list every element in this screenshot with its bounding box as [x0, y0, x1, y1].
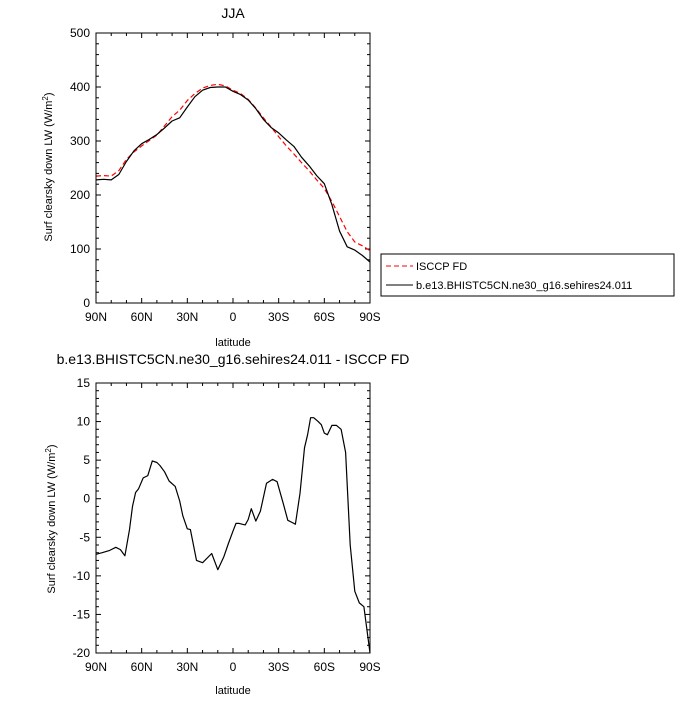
top-panel-x-tick-label: 30N: [176, 310, 198, 324]
top-panel-y-axis-label-sup: 2: [41, 96, 50, 101]
top-panel-title: JJA: [221, 5, 245, 21]
top-panel: JJA latitude Surf clearsky down LW (W/m2…: [41, 5, 381, 349]
bottom-panel-y-tick-label: 10: [77, 415, 91, 429]
bottom-panel-x-tick-label: 60N: [131, 660, 153, 674]
top-panel-x-tick-label: 90S: [359, 310, 380, 324]
bottom-panel-x-tick-label: 90S: [359, 660, 380, 674]
top-panel-series-line-0: [95, 83, 371, 252]
top-panel-y-tick-label: 500: [70, 26, 90, 40]
top-panel-y-tick-label: 400: [70, 80, 90, 94]
top-panel-series: [95, 83, 371, 263]
bottom-panel-x-tick-label: 60S: [314, 660, 335, 674]
bottom-panel-x-axis-label: latitude: [215, 685, 250, 697]
top-panel-y-axis-label-main: Surf clearsky down LW (W/m: [43, 101, 55, 242]
legend-label-model: b.e13.BHISTC5CN.ne30_g16.sehires24.011: [416, 280, 632, 292]
top-panel-y-tick-label: 200: [70, 188, 90, 202]
bottom-panel-y-axis-label: Surf clearsky down LW (W/m2): [44, 444, 59, 593]
top-panel-x-axis-label: latitude: [215, 337, 250, 349]
bottom-panel-y-tick-label: -20: [73, 646, 91, 660]
bottom-panel-x-tick-label: 30N: [176, 660, 198, 674]
top-panel-frame: [95, 32, 371, 304]
top-panel-y-tick-label: 0: [83, 296, 90, 310]
bottom-panel-series-line-0: [95, 417, 371, 654]
bottom-panel-frame: [95, 382, 371, 654]
top-panel-x-tick-label: 60S: [314, 310, 335, 324]
bottom-panel-y-tick-label: 5: [83, 453, 90, 467]
bottom-panel-x-tick-label: 0: [230, 660, 237, 674]
top-panel-series-line-1: [95, 86, 371, 263]
top-panel-x-tick-label: 90N: [85, 310, 107, 324]
bottom-panel-y-tick-label: -10: [73, 569, 91, 583]
bottom-panel-y-tick-label: 15: [77, 376, 91, 390]
bottom-panel: b.e13.BHISTC5CN.ne30_g16.sehires24.011 -…: [44, 351, 410, 697]
top-panel-x-tick-label: 60N: [131, 310, 153, 324]
bottom-panel-y-tick-label: 0: [83, 492, 90, 506]
legend-box: [380, 253, 675, 297]
top-panel-y-tick-label: 300: [70, 134, 90, 148]
bottom-panel-ticks: -20 -15 -10 -5 0 5 10 15 90N 60N 30N 0 30S 60S 90S: [73, 376, 381, 674]
top-panel-ticks: 0 100 200 300 400 500 90N 60N 30N 0 30S 60S 90S: [70, 26, 381, 324]
bottom-panel-y-axis-label-main: Surf clearsky down LW (W/m: [46, 453, 58, 594]
top-panel-x-tick-label: 0: [230, 310, 237, 324]
bottom-panel-y-tick-label: -5: [79, 530, 90, 544]
bottom-panel-y-tick-label: -15: [73, 607, 91, 621]
bottom-panel-x-tick-label: 30S: [268, 660, 289, 674]
legend: ISCCP FD b.e13.BHISTC5CN.ne30_g16.sehire…: [380, 253, 675, 297]
bottom-panel-x-tick-label: 90N: [85, 660, 107, 674]
bottom-panel-title: b.e13.BHISTC5CN.ne30_g16.sehires24.011 -…: [57, 351, 410, 367]
top-panel-x-tick-label: 30S: [268, 310, 289, 324]
bottom-panel-series: [95, 417, 371, 654]
bottom-panel-y-axis-label-sup: 2: [44, 448, 53, 453]
top-panel-y-tick-label: 100: [70, 242, 90, 256]
top-panel-y-axis-label-end: ): [43, 92, 55, 96]
top-panel-y-axis-label: Surf clearsky down LW (W/m2): [41, 92, 56, 241]
bottom-panel-y-axis-label-end: ): [46, 444, 58, 448]
legend-label-isccp: ISCCP FD: [416, 261, 467, 273]
